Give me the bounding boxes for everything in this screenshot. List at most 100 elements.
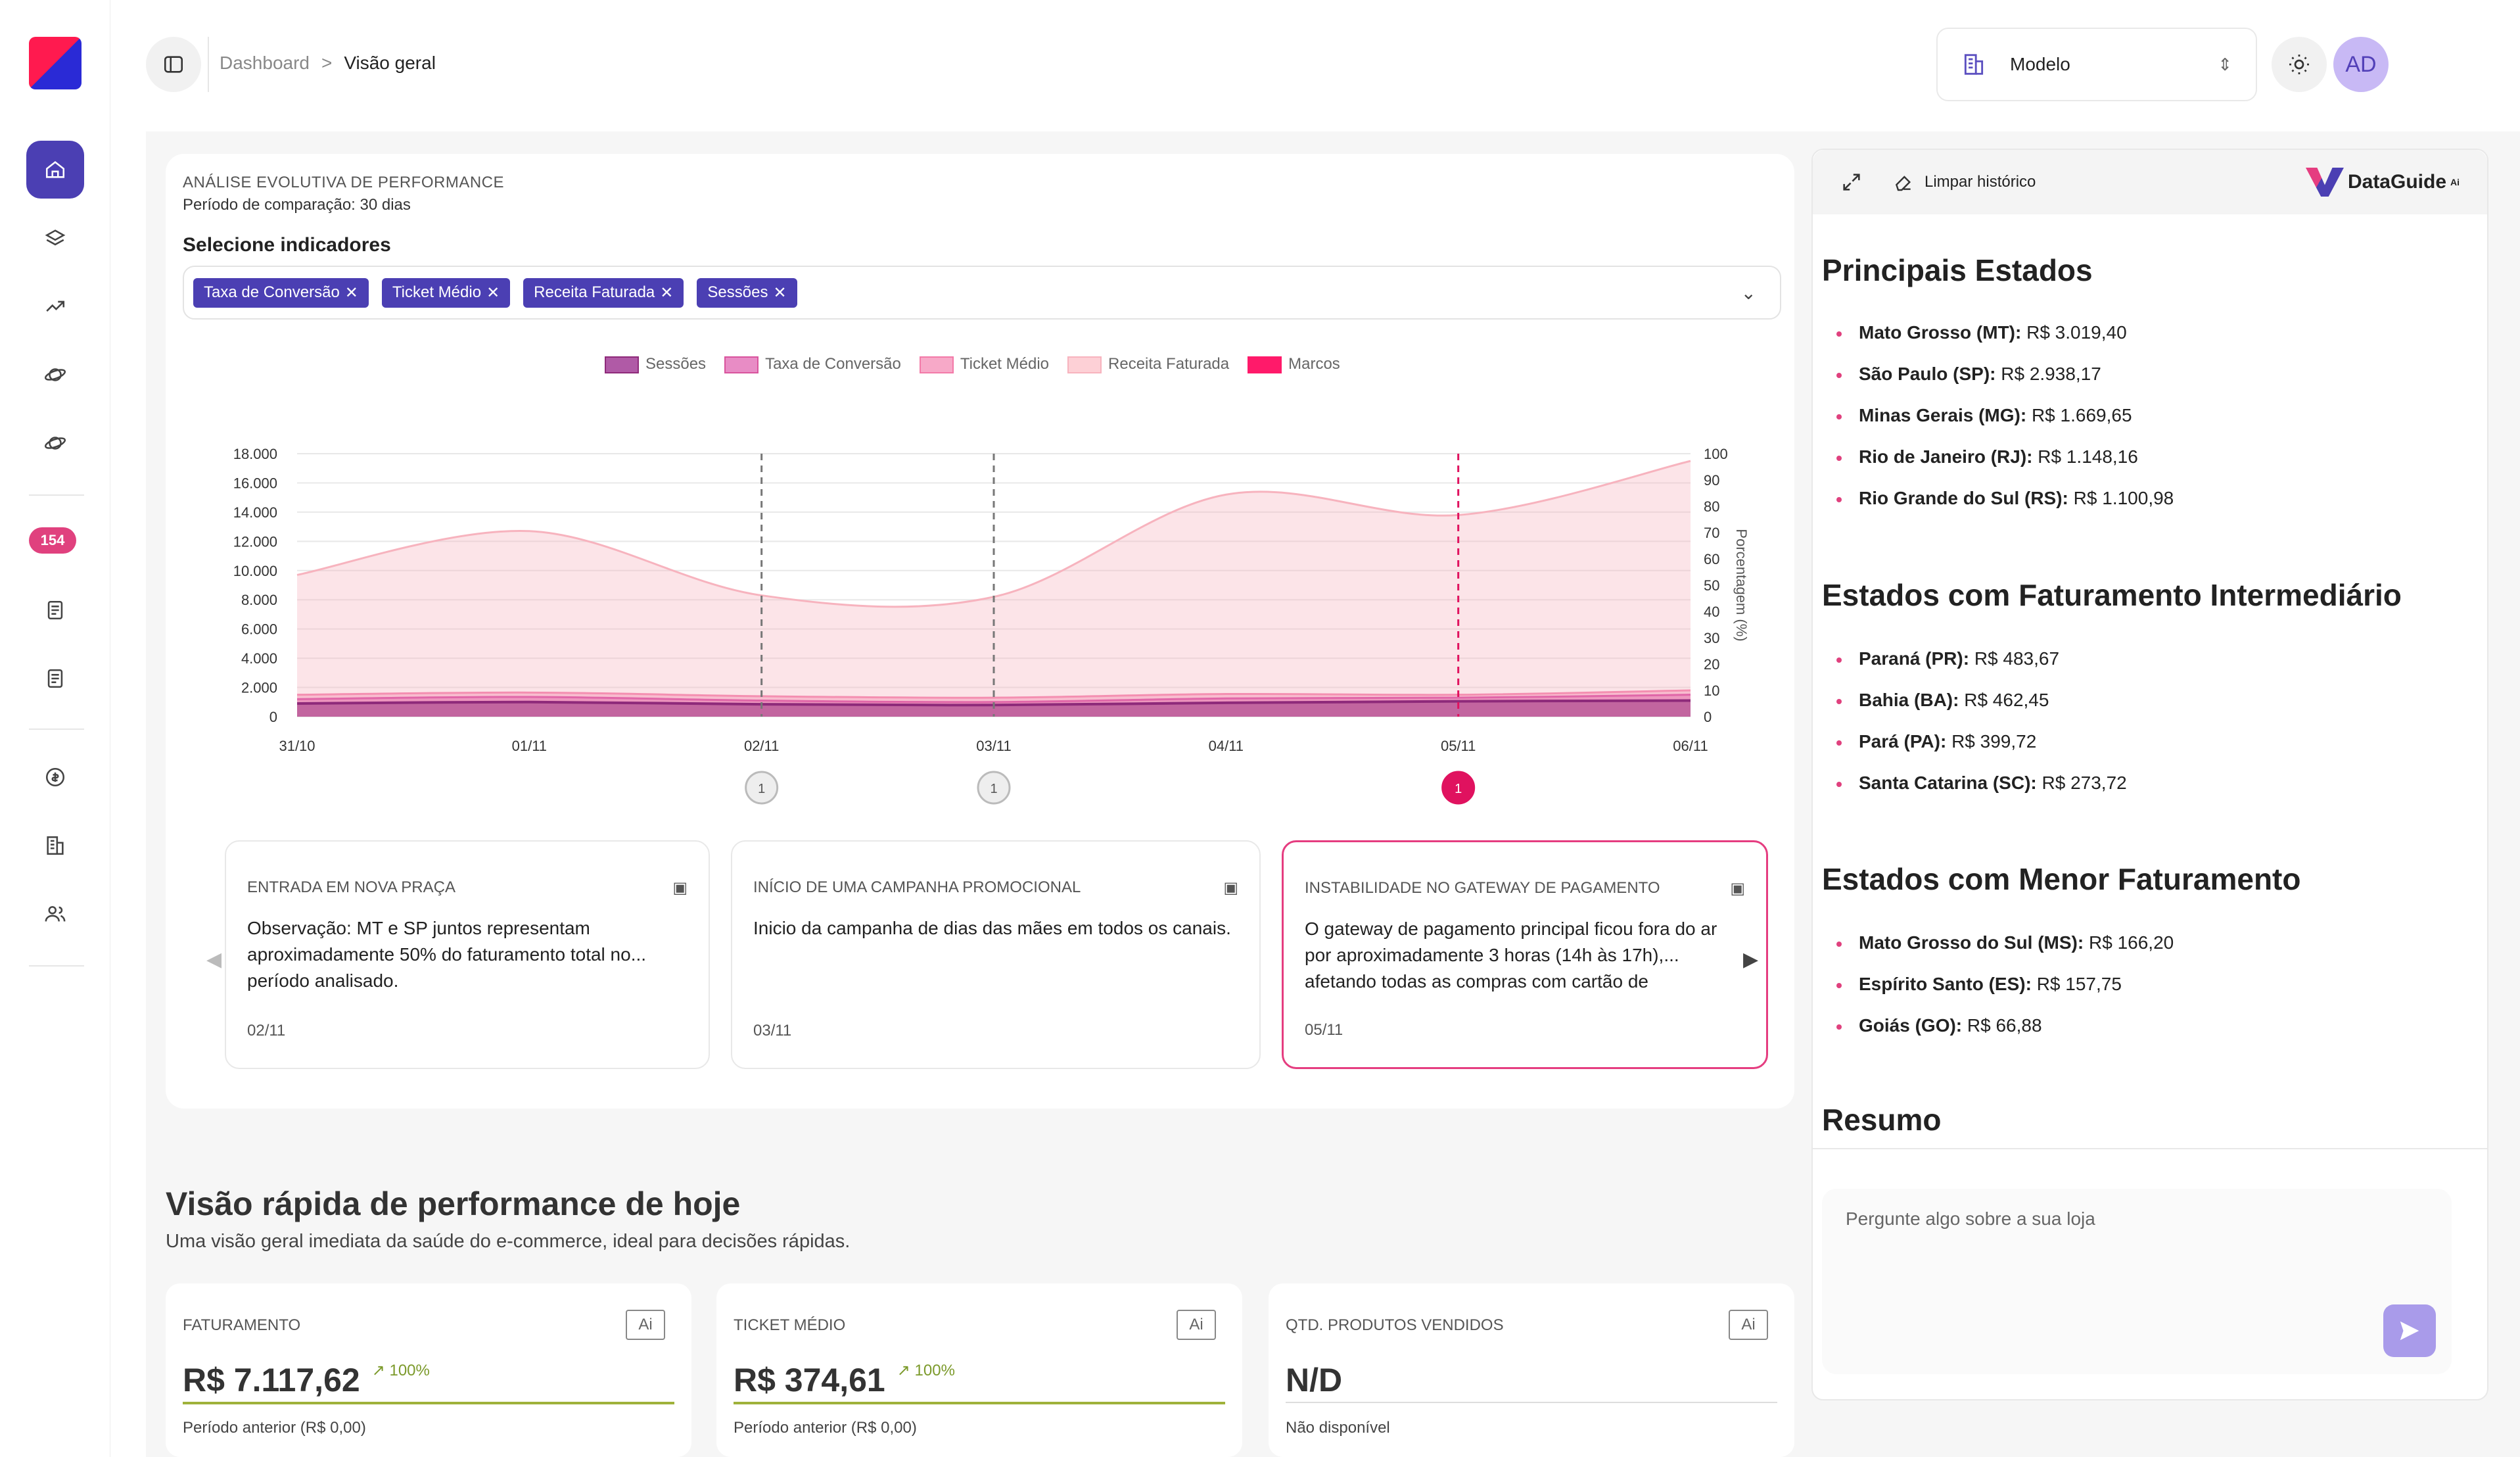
list-item: Minas Gerais (MG): R$ 1.669,65 xyxy=(1836,405,2174,446)
breadcrumb-dashboard[interactable]: Dashboard xyxy=(220,53,310,73)
topbar-divider xyxy=(208,37,209,92)
kpi-value: R$ 7.117,62 ↗ 100% xyxy=(183,1361,430,1399)
expand-icon[interactable] xyxy=(1840,171,1863,193)
x-tick-label: 31/10 xyxy=(279,738,315,754)
nav-finance[interactable] xyxy=(26,748,84,806)
event-card-selected[interactable]: INSTABILIDADE NO GATEWAY DE PAGAMENTO ▣ O… xyxy=(1282,840,1768,1069)
chip-label: Ticket Médio xyxy=(392,283,482,301)
kpi-label: QTD. PRODUTOS VENDIDOS xyxy=(1286,1316,1504,1334)
close-icon[interactable]: ✕ xyxy=(773,283,787,302)
model-selector[interactable]: Modelo ⇕ xyxy=(1936,28,2257,101)
archive-icon[interactable]: ▣ xyxy=(1223,879,1238,897)
user-avatar[interactable]: AD xyxy=(2333,37,2389,92)
document-icon xyxy=(47,669,63,688)
legend-swatch xyxy=(1067,356,1102,373)
nav-stores[interactable] xyxy=(26,817,84,874)
clear-history-label: Limpar histórico xyxy=(1925,173,2036,191)
chip-ticket[interactable]: Ticket Médio ✕ xyxy=(381,277,511,308)
y-tick-label: 12.000 xyxy=(233,533,277,550)
nav-layers[interactable] xyxy=(26,209,84,267)
event-card[interactable]: ENTRADA EM NOVA PRAÇA ▣ Observação: MT e … xyxy=(225,840,710,1069)
event-body-line: período analisado. xyxy=(247,970,399,991)
carousel-next-icon[interactable]: ▶ xyxy=(1743,949,1759,970)
nav-divider xyxy=(29,965,84,967)
app-logo[interactable] xyxy=(29,37,82,89)
send-button[interactable] xyxy=(2383,1304,2436,1357)
y-right-axis-label: Porcentagem (%) xyxy=(1733,529,1750,641)
chat-input[interactable]: Pergunte algo sobre a sua loja xyxy=(1822,1189,2452,1374)
home-icon xyxy=(45,161,65,178)
milestone-marker xyxy=(1441,771,1476,805)
list-item: Pará (PA): R$ 399,72 xyxy=(1836,731,2127,773)
building-icon xyxy=(47,836,64,855)
list-item: Rio Grande do Sul (RS): R$ 1.100,98 xyxy=(1836,488,2174,529)
ai-insight-icon[interactable]: Ai xyxy=(1729,1310,1768,1340)
nav-report-1[interactable] xyxy=(26,581,84,639)
chip-conversion[interactable]: Taxa de Conversão ✕ xyxy=(193,277,369,308)
state-name: Mato Grosso do Sul (MS): xyxy=(1859,932,2084,953)
carousel-prev-icon[interactable]: ◀ xyxy=(206,949,222,970)
kpi-previous: Período anterior (R$ 0,00) xyxy=(734,1419,917,1437)
archive-icon[interactable]: ▣ xyxy=(672,879,688,897)
y-tick-label: 14.000 xyxy=(233,504,277,521)
archive-icon[interactable]: ▣ xyxy=(1730,880,1745,897)
list-item: Rio de Janeiro (RJ): R$ 1.148,16 xyxy=(1836,446,2174,488)
y-tick-label: 4.000 xyxy=(241,650,277,667)
close-icon[interactable]: ✕ xyxy=(344,283,358,302)
nav-trends[interactable] xyxy=(26,277,84,335)
y-tick-label: 18.000 xyxy=(233,446,277,462)
y-right-tick-label: 50 xyxy=(1704,577,1719,594)
notification-badge[interactable]: 154 xyxy=(29,527,76,554)
ai-insight-icon[interactable]: Ai xyxy=(626,1310,665,1340)
legend-item[interactable]: Taxa de Conversão xyxy=(724,355,901,373)
close-icon[interactable]: ✕ xyxy=(660,283,674,302)
legend-label: Sessões xyxy=(645,355,707,373)
kpi-underline xyxy=(1286,1402,1777,1403)
nav-divider xyxy=(29,728,84,730)
close-icon[interactable]: ✕ xyxy=(486,283,500,302)
nav-report-2[interactable] xyxy=(26,650,84,707)
event-date: 05/11 xyxy=(1305,1021,1343,1039)
event-title: ENTRADA EM NOVA PRAÇA xyxy=(247,878,455,896)
kpi-change-text: 100% xyxy=(389,1362,430,1379)
nav-users[interactable] xyxy=(26,885,84,943)
kpi-label: FATURAMENTO xyxy=(183,1316,301,1334)
model-selector-label: Modelo xyxy=(2010,54,2070,74)
planet-icon xyxy=(44,368,66,381)
list-item: Mato Grosso (MT): R$ 3.019,40 xyxy=(1836,322,2174,364)
theme-toggle-button[interactable] xyxy=(2272,37,2327,92)
y-tick-label: 16.000 xyxy=(233,475,277,491)
event-title: INSTABILIDADE NO GATEWAY DE PAGAMENTO xyxy=(1305,879,1660,897)
event-card[interactable]: INÍCIO DE UMA CAMPANHA PROMOCIONAL ▣ Inic… xyxy=(731,840,1261,1069)
kpi-label: TICKET MÉDIO xyxy=(734,1316,846,1334)
event-date: 03/11 xyxy=(753,1022,792,1039)
quick-view-subtitle: Uma visão geral imediata da saúde do e-c… xyxy=(166,1231,851,1252)
brand-sup: Ai xyxy=(2450,177,2460,187)
kpi-underline xyxy=(734,1402,1225,1404)
indicators-select[interactable]: Taxa de Conversão ✕ Ticket Médio ✕ Receita… xyxy=(183,266,1781,320)
kpi-change: ↗ 100% xyxy=(897,1362,955,1379)
legend-item[interactable]: Receita Faturada xyxy=(1067,355,1229,373)
building-icon xyxy=(1964,54,1984,75)
legend-item[interactable]: Sessões xyxy=(605,355,706,373)
nav-planet-2[interactable] xyxy=(26,414,84,472)
event-body-line: Observação: MT e SP juntos representam a… xyxy=(247,918,647,965)
chip-revenue[interactable]: Receita Faturada ✕ xyxy=(523,277,684,308)
ai-insight-icon[interactable]: Ai xyxy=(1177,1310,1216,1340)
state-value: R$ 157,75 xyxy=(2036,974,2122,994)
clear-history-button[interactable]: Limpar histórico xyxy=(1893,172,2036,193)
sidebar-toggle-button[interactable] xyxy=(146,37,201,92)
state-value: R$ 166,20 xyxy=(2089,932,2174,953)
comparison-period: Período de comparação: 30 dias xyxy=(183,196,411,214)
nav-planet-1[interactable] xyxy=(26,346,84,404)
breadcrumb-separator: > xyxy=(321,53,333,73)
legend-item[interactable]: Marcos xyxy=(1248,355,1340,373)
chevron-down-icon[interactable]: ⌄ xyxy=(1740,282,1756,303)
chip-sessions[interactable]: Sessões ✕ xyxy=(697,277,797,308)
event-date: 02/11 xyxy=(247,1022,286,1039)
state-value: R$ 273,72 xyxy=(2042,773,2127,793)
chip-label: Receita Faturada xyxy=(534,283,655,301)
nav-home[interactable] xyxy=(26,141,84,199)
state-name: Rio Grande do Sul (RS): xyxy=(1859,488,2068,508)
legend-item[interactable]: Ticket Médio xyxy=(919,355,1049,373)
